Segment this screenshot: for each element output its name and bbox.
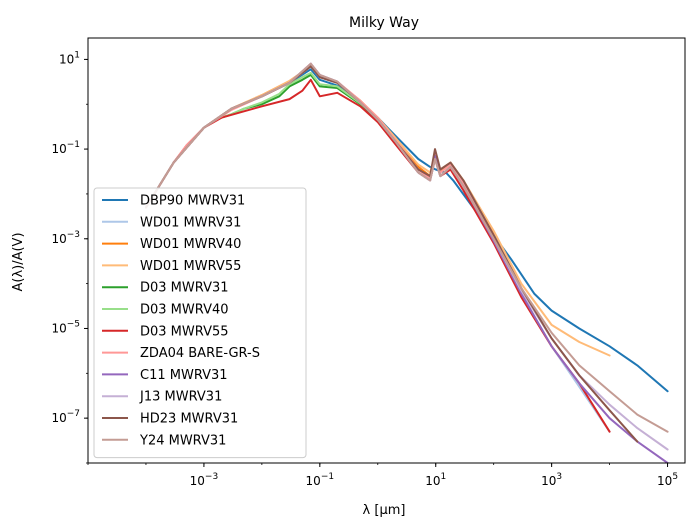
legend-label: J13 MWRV31	[139, 390, 222, 405]
legend-label: ZDA04 BARE-GR-S	[140, 346, 260, 361]
series-group	[145, 62, 669, 463]
legend-label: WD01 MWRV40	[140, 237, 241, 252]
y-axis: 101 10−1 10−3 10−5 10−7	[51, 50, 88, 464]
x-tick-label: 101	[425, 472, 446, 488]
y-tick-label: 10−3	[51, 230, 80, 246]
x-tick-label: 10−3	[190, 472, 219, 488]
y-tick-label: 101	[59, 50, 80, 66]
x-tick-label: 103	[541, 472, 562, 488]
legend-label: WD01 MWRV55	[140, 259, 241, 274]
series-line-6	[172, 78, 611, 433]
legend-label: WD01 MWRV31	[140, 215, 241, 230]
legend: DBP90 MWRV31 WD01 MWRV31 WD01 MWRV40 WD01 M…	[93, 187, 307, 459]
legend-label: HD23 MWRV31	[140, 412, 238, 427]
y-tick-label: 10−7	[51, 409, 80, 425]
legend-box	[93, 187, 307, 459]
y-tick-label: 10−1	[51, 140, 80, 156]
y-axis-label: A(λ)/A(V)	[11, 232, 26, 291]
legend-label: D03 MWRV55	[140, 324, 229, 339]
x-axis-label: λ [μm]	[363, 503, 406, 518]
plot-frame	[87, 37, 686, 464]
legend-label: Y24 MWRV31	[139, 433, 226, 448]
y-tick-label: 10−5	[51, 319, 80, 335]
chart-title: Milky Way	[349, 15, 419, 31]
series-line-5	[220, 71, 379, 120]
x-tick-label: 10−1	[306, 472, 335, 488]
x-tick-label: 105	[657, 472, 678, 488]
legend-label: D03 MWRV31	[140, 281, 229, 296]
legend-label: DBP90 MWRV31	[140, 194, 245, 209]
series-line-11	[145, 62, 669, 433]
plot-area	[87, 37, 686, 464]
x-axis: 10−3 10−1 101 103 105	[87, 463, 678, 488]
legend-label: C11 MWRV31	[140, 368, 228, 383]
legend-label: D03 MWRV40	[140, 303, 229, 318]
